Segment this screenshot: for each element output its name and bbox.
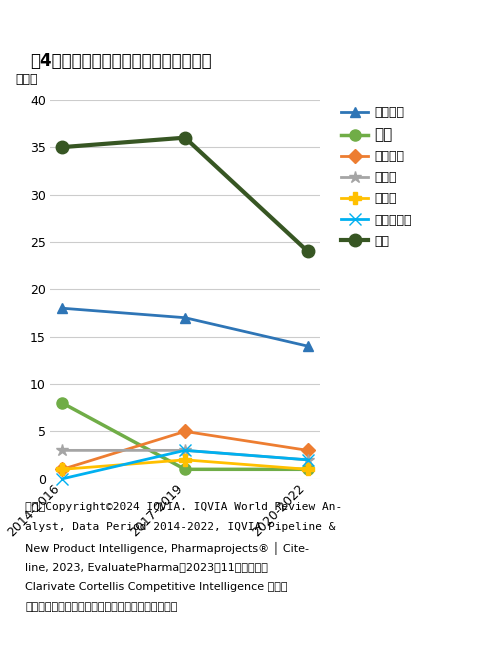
イギリス xyxy=(304,446,310,454)
Text: 围4　新規ランクイン品目国別経時変化: 围4 新規ランクイン品目国別経時変化 xyxy=(30,52,212,70)
Legend: アメリカ, 日本, イギリス, スイス, ドイツ, デンマーク, 総計: アメリカ, 日本, イギリス, スイス, ドイツ, デンマーク, 総計 xyxy=(337,102,416,251)
総計 xyxy=(304,247,310,255)
イギリス xyxy=(182,428,188,436)
Line: 日本: 日本 xyxy=(56,398,314,475)
日本 xyxy=(60,399,66,407)
Line: アメリカ: アメリカ xyxy=(58,303,312,351)
スイス xyxy=(304,456,310,464)
日本 xyxy=(182,465,188,473)
Line: 総計: 総計 xyxy=(56,132,314,257)
アメリカ xyxy=(182,314,188,322)
アメリカ xyxy=(60,305,66,313)
Text: New Product Intelligence, Pharmaprojects® │ Cite-: New Product Intelligence, Pharmaprojects… xyxy=(25,542,309,555)
ドイツ xyxy=(60,465,66,473)
スイス xyxy=(182,446,188,454)
Text: に医薬産業政策研究所にて作成（無断転載禁止）。: に医薬産業政策研究所にて作成（無断転載禁止）。 xyxy=(25,602,178,612)
Line: デンマーク: デンマーク xyxy=(56,445,314,484)
イギリス xyxy=(60,465,66,473)
Line: ドイツ: ドイツ xyxy=(56,454,314,475)
スイス xyxy=(60,446,66,454)
総計 xyxy=(60,143,66,151)
デンマーク xyxy=(60,475,66,483)
Line: イギリス: イギリス xyxy=(58,426,312,474)
デンマーク xyxy=(182,446,188,454)
ドイツ xyxy=(304,465,310,473)
Text: 品目数: 品目数 xyxy=(15,74,38,86)
Text: Clarivate Cortellis Competitive Intelligence をもと: Clarivate Cortellis Competitive Intellig… xyxy=(25,582,287,592)
Line: スイス: スイス xyxy=(56,444,314,466)
ドイツ xyxy=(182,456,188,464)
アメリカ xyxy=(304,342,310,350)
総計 xyxy=(182,134,188,142)
デンマーク xyxy=(304,456,310,464)
Text: line, 2023, EvaluatePharma（2023年11月時点），: line, 2023, EvaluatePharma（2023年11月時点）， xyxy=(25,562,268,572)
日本 xyxy=(304,465,310,473)
Text: 出所：Copyright©2024 IQVIA. IQVIA World Review An-: 出所：Copyright©2024 IQVIA. IQVIA World Rev… xyxy=(25,502,342,512)
Text: alyst, Data Period 2014-2022, IQVIA Pipeline &: alyst, Data Period 2014-2022, IQVIA Pipe… xyxy=(25,522,336,532)
